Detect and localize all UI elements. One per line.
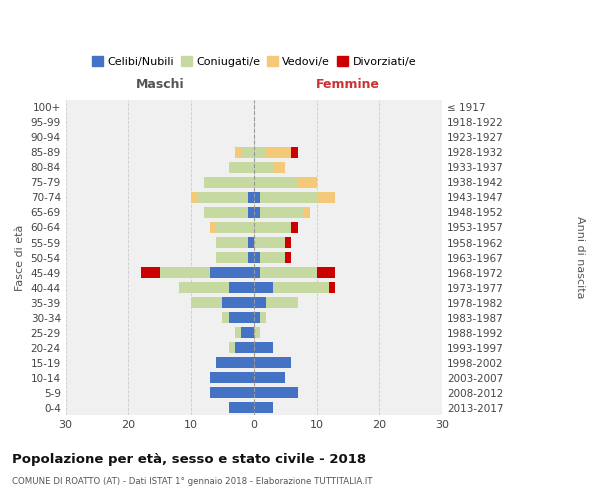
Bar [254,342,272,353]
Bar [260,192,317,203]
Bar [216,222,254,233]
Bar [241,147,254,158]
Bar [235,147,241,158]
Bar [292,147,298,158]
Bar [254,372,285,383]
Bar [254,387,298,398]
Text: Popolazione per età, sesso e stato civile - 2018: Popolazione per età, sesso e stato civil… [12,452,366,466]
Bar [229,162,254,173]
Bar [254,267,260,278]
Bar [260,267,317,278]
Bar [179,282,229,293]
Bar [254,357,292,368]
Bar [266,147,292,158]
Bar [254,207,260,218]
Bar [248,192,254,203]
Bar [254,327,260,338]
Bar [254,222,292,233]
Bar [298,177,317,188]
Bar [203,177,254,188]
Bar [160,267,210,278]
Bar [260,252,285,263]
Bar [329,282,335,293]
Bar [292,222,298,233]
Bar [210,222,216,233]
Bar [248,252,254,263]
Bar [223,297,254,308]
Bar [229,282,254,293]
Bar [216,237,248,248]
Bar [254,312,260,323]
Bar [248,237,254,248]
Bar [210,387,254,398]
Bar [235,342,254,353]
Bar [191,192,197,203]
Text: COMUNE DI ROATTO (AT) - Dati ISTAT 1° gennaio 2018 - Elaborazione TUTTITALIA.IT: COMUNE DI ROATTO (AT) - Dati ISTAT 1° ge… [12,478,373,486]
Legend: Celibi/Nubili, Coniugati/e, Vedovi/e, Divorziati/e: Celibi/Nubili, Coniugati/e, Vedovi/e, Di… [87,52,421,71]
Bar [254,282,272,293]
Bar [260,207,304,218]
Text: Femmine: Femmine [316,78,380,91]
Bar [304,207,310,218]
Y-axis label: Fasce di età: Fasce di età [15,224,25,290]
Bar [285,237,292,248]
Bar [317,192,335,203]
Y-axis label: Anni di nascita: Anni di nascita [575,216,585,299]
Bar [210,372,254,383]
Bar [254,162,272,173]
Bar [254,252,260,263]
Bar [254,147,266,158]
Bar [229,402,254,413]
Bar [241,327,254,338]
Bar [317,267,335,278]
Bar [260,312,266,323]
Bar [254,402,272,413]
Bar [216,252,248,263]
Bar [197,192,248,203]
Bar [254,237,285,248]
Bar [216,357,254,368]
Text: Maschi: Maschi [136,78,184,91]
Bar [254,177,298,188]
Bar [285,252,292,263]
Bar [272,282,329,293]
Bar [272,162,285,173]
Bar [191,297,223,308]
Bar [248,207,254,218]
Bar [229,312,254,323]
Bar [254,297,266,308]
Bar [203,207,248,218]
Bar [210,267,254,278]
Bar [254,192,260,203]
Bar [141,267,160,278]
Bar [266,297,298,308]
Bar [223,312,229,323]
Bar [235,327,241,338]
Bar [229,342,235,353]
